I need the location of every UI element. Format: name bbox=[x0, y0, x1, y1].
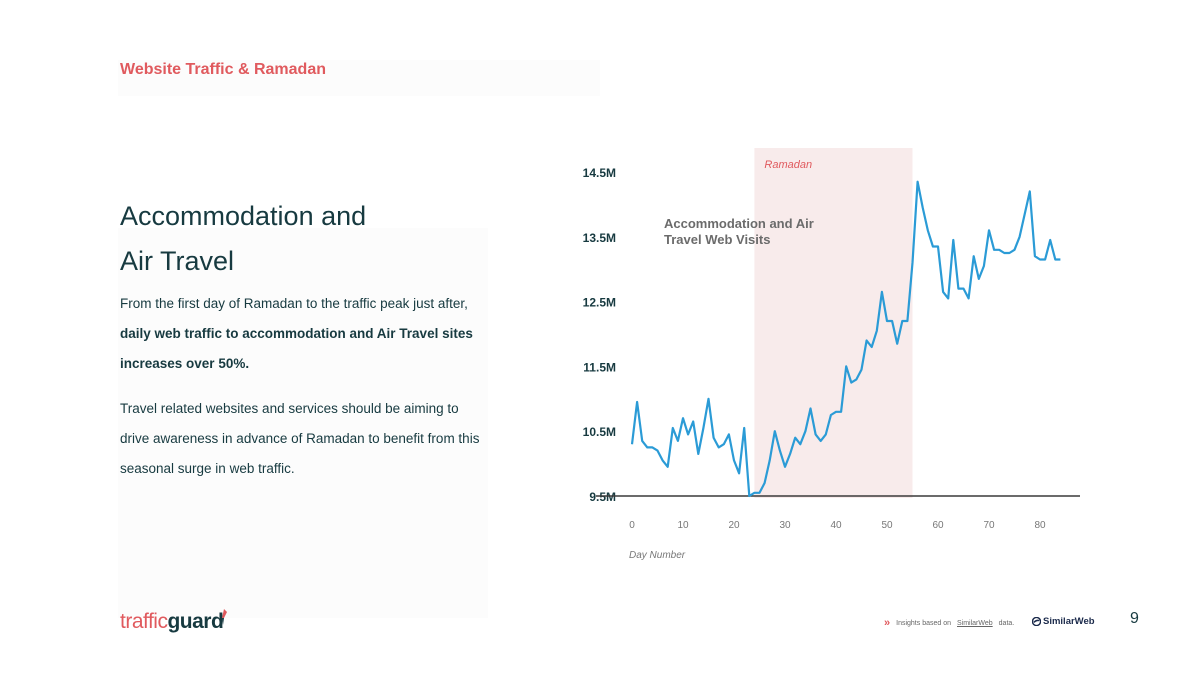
heading-line-2: Air Travel bbox=[120, 246, 235, 276]
x-tick-label: 70 bbox=[983, 520, 995, 531]
similarweb-logo-text: SimilarWeb bbox=[1043, 616, 1095, 627]
y-tick-label: 13.5M bbox=[583, 231, 616, 245]
trafficguard-logo: trafficguard bbox=[120, 610, 224, 634]
similarweb-link[interactable]: SimilarWeb bbox=[957, 619, 993, 627]
title-background bbox=[118, 60, 600, 96]
footer-note: » Insights based on SimilarWeb data. bbox=[884, 617, 1014, 629]
y-tick-label: 9.5M bbox=[589, 490, 616, 504]
chart-title-line-2: Travel Web Visits bbox=[664, 232, 770, 247]
footer-note-prefix: Insights based on bbox=[896, 619, 951, 627]
x-tick-label: 20 bbox=[728, 520, 740, 531]
y-tick-label: 14.5M bbox=[583, 166, 616, 180]
y-tick-label: 12.5M bbox=[583, 296, 616, 310]
section-heading: Accommodation and Air Travel bbox=[120, 194, 366, 284]
chart-title-line-1: Accommodation and Air bbox=[664, 216, 814, 231]
paragraph-1: From the first day of Ramadan to the tra… bbox=[120, 289, 490, 379]
x-tick-label: 50 bbox=[881, 520, 893, 531]
x-tick-label: 10 bbox=[677, 520, 689, 531]
similarweb-logo: SimilarWeb bbox=[1032, 616, 1095, 627]
traffic-series-line bbox=[630, 180, 1061, 498]
paragraph-1-text: From the first day of Ramadan to the tra… bbox=[120, 296, 468, 311]
x-tick-label: 60 bbox=[932, 520, 944, 531]
trafficguard-mark-icon bbox=[222, 609, 227, 625]
paragraph-2: Travel related websites and services sho… bbox=[120, 401, 480, 476]
ramadan-label: Ramadan bbox=[764, 159, 812, 171]
chevron-right-icon: » bbox=[884, 617, 891, 629]
text-panel-background bbox=[118, 228, 488, 618]
y-tick-label: 10.5M bbox=[583, 425, 616, 439]
footer-note-suffix: data. bbox=[998, 619, 1015, 627]
x-tick-label: 40 bbox=[830, 520, 842, 531]
x-tick-label: 30 bbox=[779, 520, 791, 531]
logo-text-part2: guard bbox=[167, 610, 224, 633]
x-tick-label: 80 bbox=[1034, 520, 1046, 531]
logo-text-part1: traffic bbox=[120, 610, 168, 633]
x-axis-label: Day Number bbox=[629, 550, 686, 561]
x-tick-label: 0 bbox=[629, 520, 635, 531]
similarweb-icon bbox=[1032, 617, 1041, 626]
paragraph-1-bold: daily web traffic to accommodation and A… bbox=[120, 326, 473, 371]
heading-line-1: Accommodation and bbox=[120, 201, 367, 231]
ramadan-band bbox=[754, 148, 913, 498]
y-tick-label: 11.5M bbox=[583, 360, 616, 374]
page-number: 9 bbox=[1130, 610, 1139, 627]
slide-title: Website Traffic & Ramadan bbox=[120, 61, 326, 78]
